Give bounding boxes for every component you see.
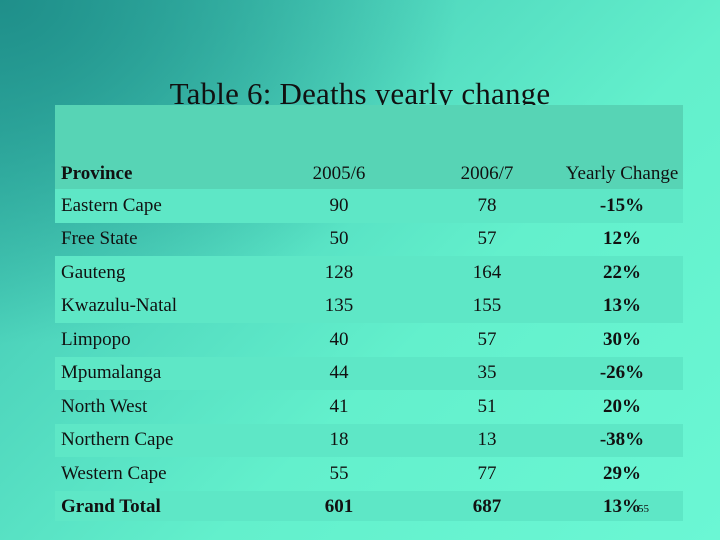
table-row: Mpumalanga 44 35 -26% — [55, 356, 683, 390]
cell-2005-6: 90 — [265, 189, 413, 223]
cell-province: Mpumalanga — [55, 356, 265, 390]
deaths-table: Province 2005/6 2006/7 Yearly Change Eas… — [55, 105, 683, 521]
table-header-row: Province 2005/6 2006/7 Yearly Change — [55, 105, 683, 189]
table-row: North West 41 51 20% — [55, 390, 683, 424]
table-row: Western Cape 55 77 29% — [55, 457, 683, 491]
cell-2005-6: 41 — [329, 395, 349, 417]
table-row: Kwazulu-Natal 135 155 13% — [55, 289, 683, 323]
cell-2006-7: 77 — [477, 462, 497, 484]
cell-province: Free State — [61, 228, 138, 250]
cell-2005-6: 135 — [265, 289, 413, 323]
cell-province: Western Cape — [61, 462, 167, 484]
cell-yearly-change: 29% — [603, 462, 641, 484]
table-row: Limpopo 40 57 30% — [55, 323, 683, 357]
cell-yearly-change: 12% — [603, 228, 641, 250]
table-total-row: Grand Total 601 687 13% — [55, 490, 683, 521]
table-row: Free State 50 57 12% — [55, 223, 683, 257]
cell-yearly-change: 30% — [603, 328, 641, 350]
cell-yearly-change: 20% — [603, 395, 641, 417]
cell-2005-6: 55 — [329, 462, 349, 484]
cell-province: Northern Cape — [55, 423, 265, 457]
cell-province: Gauteng — [55, 256, 265, 290]
slide-number: 55 — [638, 503, 649, 515]
cell-yearly-change: 13% — [561, 289, 683, 323]
cell-2006-7: 13 — [413, 423, 561, 457]
cell-2006-7: 35 — [413, 356, 561, 390]
cell-province: Limpopo — [61, 328, 131, 350]
cell-2005-6: 40 — [329, 328, 349, 350]
table-row: Gauteng 128 164 22% — [55, 256, 683, 290]
cell-province: North West — [61, 395, 148, 417]
column-header-province: Province — [55, 105, 265, 189]
cell-yearly-change: -26% — [561, 356, 683, 390]
total-cell-2006-7: 687 — [413, 490, 561, 521]
total-cell-province: Grand Total — [55, 490, 265, 521]
cell-2006-7: 51 — [477, 395, 497, 417]
cell-2006-7: 164 — [413, 256, 561, 290]
cell-yearly-change: 22% — [561, 256, 683, 290]
cell-2005-6: 18 — [265, 423, 413, 457]
column-header-2005-6: 2005/6 — [265, 105, 413, 189]
cell-2006-7: 57 — [477, 228, 497, 250]
column-header-yearly-change: Yearly Change — [561, 105, 683, 189]
table-body: Eastern Cape 90 78 -15% Free State 50 57 12% Gau… — [55, 189, 683, 521]
cell-yearly-change: -15% — [561, 189, 683, 223]
cell-yearly-change: -38% — [561, 423, 683, 457]
cell-2006-7: 78 — [413, 189, 561, 223]
cell-2005-6: 128 — [265, 256, 413, 290]
total-cell-2005-6: 601 — [265, 490, 413, 521]
column-header-2006-7: 2006/7 — [413, 105, 561, 189]
cell-2006-7: 155 — [413, 289, 561, 323]
cell-2005-6: 44 — [265, 356, 413, 390]
cell-province: Eastern Cape — [55, 189, 265, 223]
table-row: Eastern Cape 90 78 -15% — [55, 189, 683, 223]
cell-2006-7: 57 — [477, 328, 497, 350]
cell-2005-6: 50 — [329, 228, 349, 250]
table-row: Northern Cape 18 13 -38% — [55, 423, 683, 457]
total-cell-yearly-change: 13% — [561, 490, 683, 521]
table-container: Province 2005/6 2006/7 Yearly Change Eas… — [55, 105, 683, 521]
cell-province: Kwazulu-Natal — [55, 289, 265, 323]
